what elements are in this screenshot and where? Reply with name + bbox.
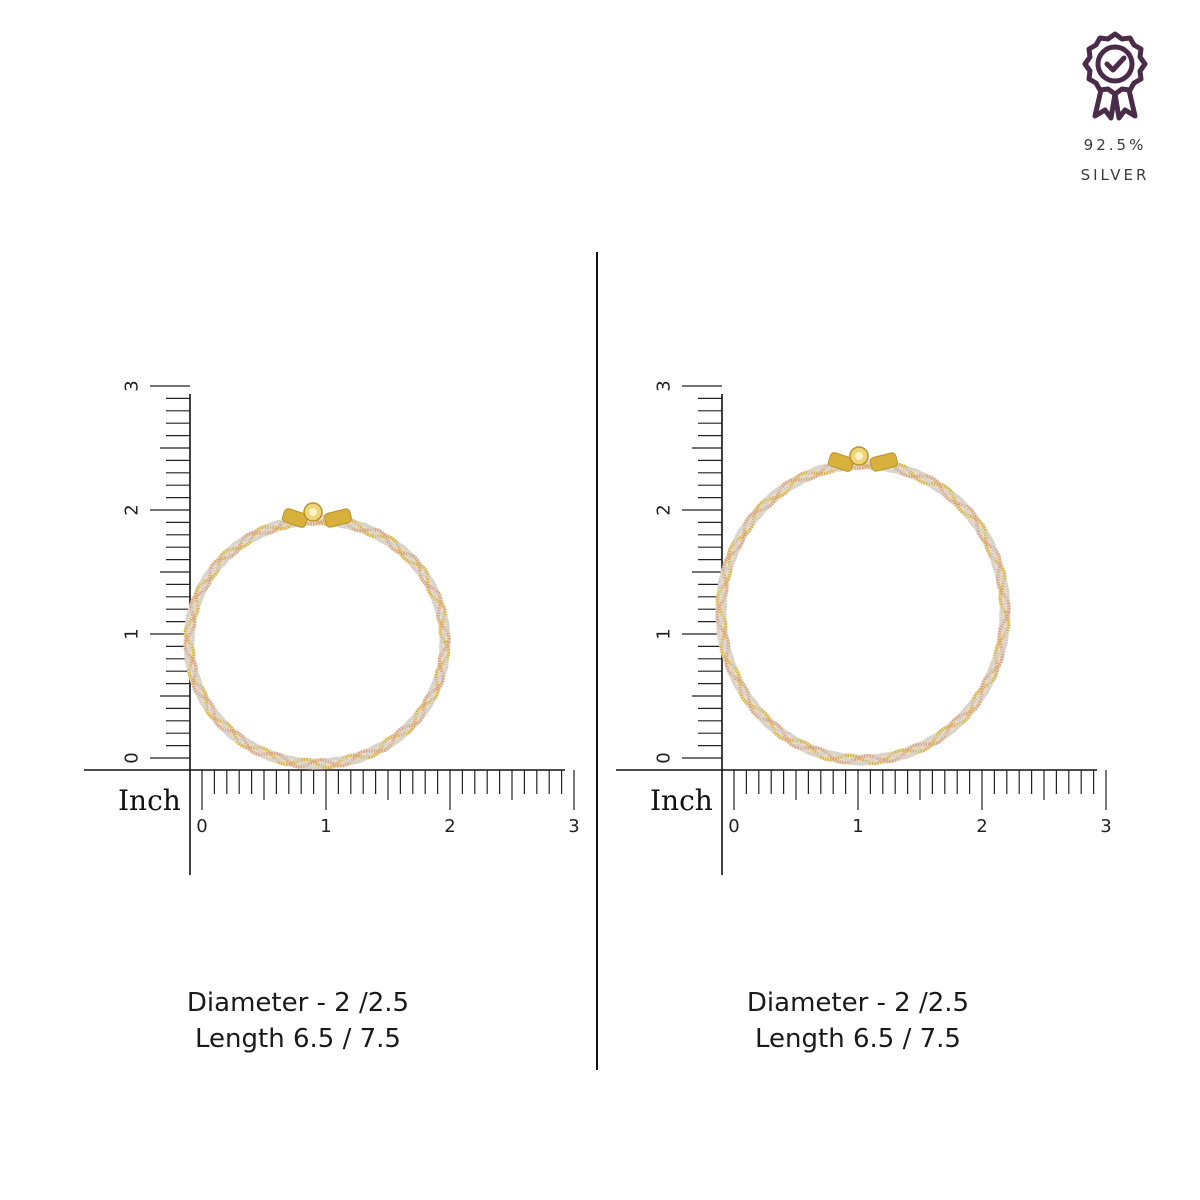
bracelet-strand	[715, 459, 1011, 765]
ruler-tick-label: 3	[122, 380, 143, 391]
bracelet-image	[715, 446, 1011, 766]
vertical-ruler: 0 1 2 3	[122, 380, 191, 875]
purity-badge: 92.5% SILVER	[1060, 30, 1170, 190]
caption-left: Diameter - 2 /2.5 Length 6.5 / 7.5	[98, 985, 498, 1057]
bracelet-strand	[716, 458, 1010, 766]
award-rosette-check-icon	[1082, 31, 1148, 121]
ruler-tick-label: 0	[728, 816, 739, 837]
bracelet-strand	[715, 458, 1011, 766]
ruler-tick-label: 2	[444, 816, 455, 837]
ruler-tick-label: 3	[568, 816, 579, 837]
ruler-tick-label: 0	[196, 816, 207, 837]
diameter-text: Diameter - 2 /2.5	[746, 988, 970, 1018]
diameter-text: Diameter - 2 /2.5	[186, 988, 410, 1018]
ruler-tick-label: 2	[976, 816, 987, 837]
ruler-tick-label: 1	[654, 628, 675, 639]
length-text: Length 6.5 / 7.5	[195, 1024, 401, 1054]
metal-label: SILVER	[1080, 166, 1150, 184]
size-chart-left: 0 1 2 3 0 1 2 3 Inch	[84, 380, 580, 875]
ruler-tick-label: 0	[122, 752, 143, 763]
horizontal-ruler: 0 1 2 3	[616, 769, 1112, 837]
bracelet-strand	[183, 515, 451, 769]
purity-value: 92.5%	[1083, 136, 1147, 154]
ruler-tick-label: 1	[122, 628, 143, 639]
caption-right: Diameter - 2 /2.5 Length 6.5 / 7.5	[658, 985, 1058, 1057]
bracelet-strand	[184, 514, 450, 770]
bracelet-image	[183, 502, 451, 770]
size-panel-left: 0 1 2 3 0 1 2 3 Inch	[80, 380, 600, 900]
size-panel-right: 0 1 2 3 0 1 2 3 Inch	[612, 380, 1132, 900]
ruler-tick-label: 2	[654, 504, 675, 515]
ruler-tick-label: 1	[852, 816, 863, 837]
horizontal-ruler: 0 1 2 3	[84, 769, 580, 837]
bracelet-clasp	[827, 446, 898, 472]
ruler-tick-label: 3	[654, 380, 675, 391]
ruler-tick-label: 0	[654, 752, 675, 763]
bracelet-clasp	[281, 502, 352, 528]
unit-label: Inch	[118, 784, 181, 817]
length-text: Length 6.5 / 7.5	[755, 1024, 961, 1054]
unit-label: Inch	[650, 784, 713, 817]
ruler-tick-label: 3	[1100, 816, 1111, 837]
panel-divider	[596, 252, 598, 1070]
bracelet-strand	[183, 514, 451, 770]
ruler-tick-label: 1	[320, 816, 331, 837]
size-chart-right: 0 1 2 3 0 1 2 3 Inch	[616, 380, 1112, 875]
ruler-tick-label: 2	[122, 504, 143, 515]
